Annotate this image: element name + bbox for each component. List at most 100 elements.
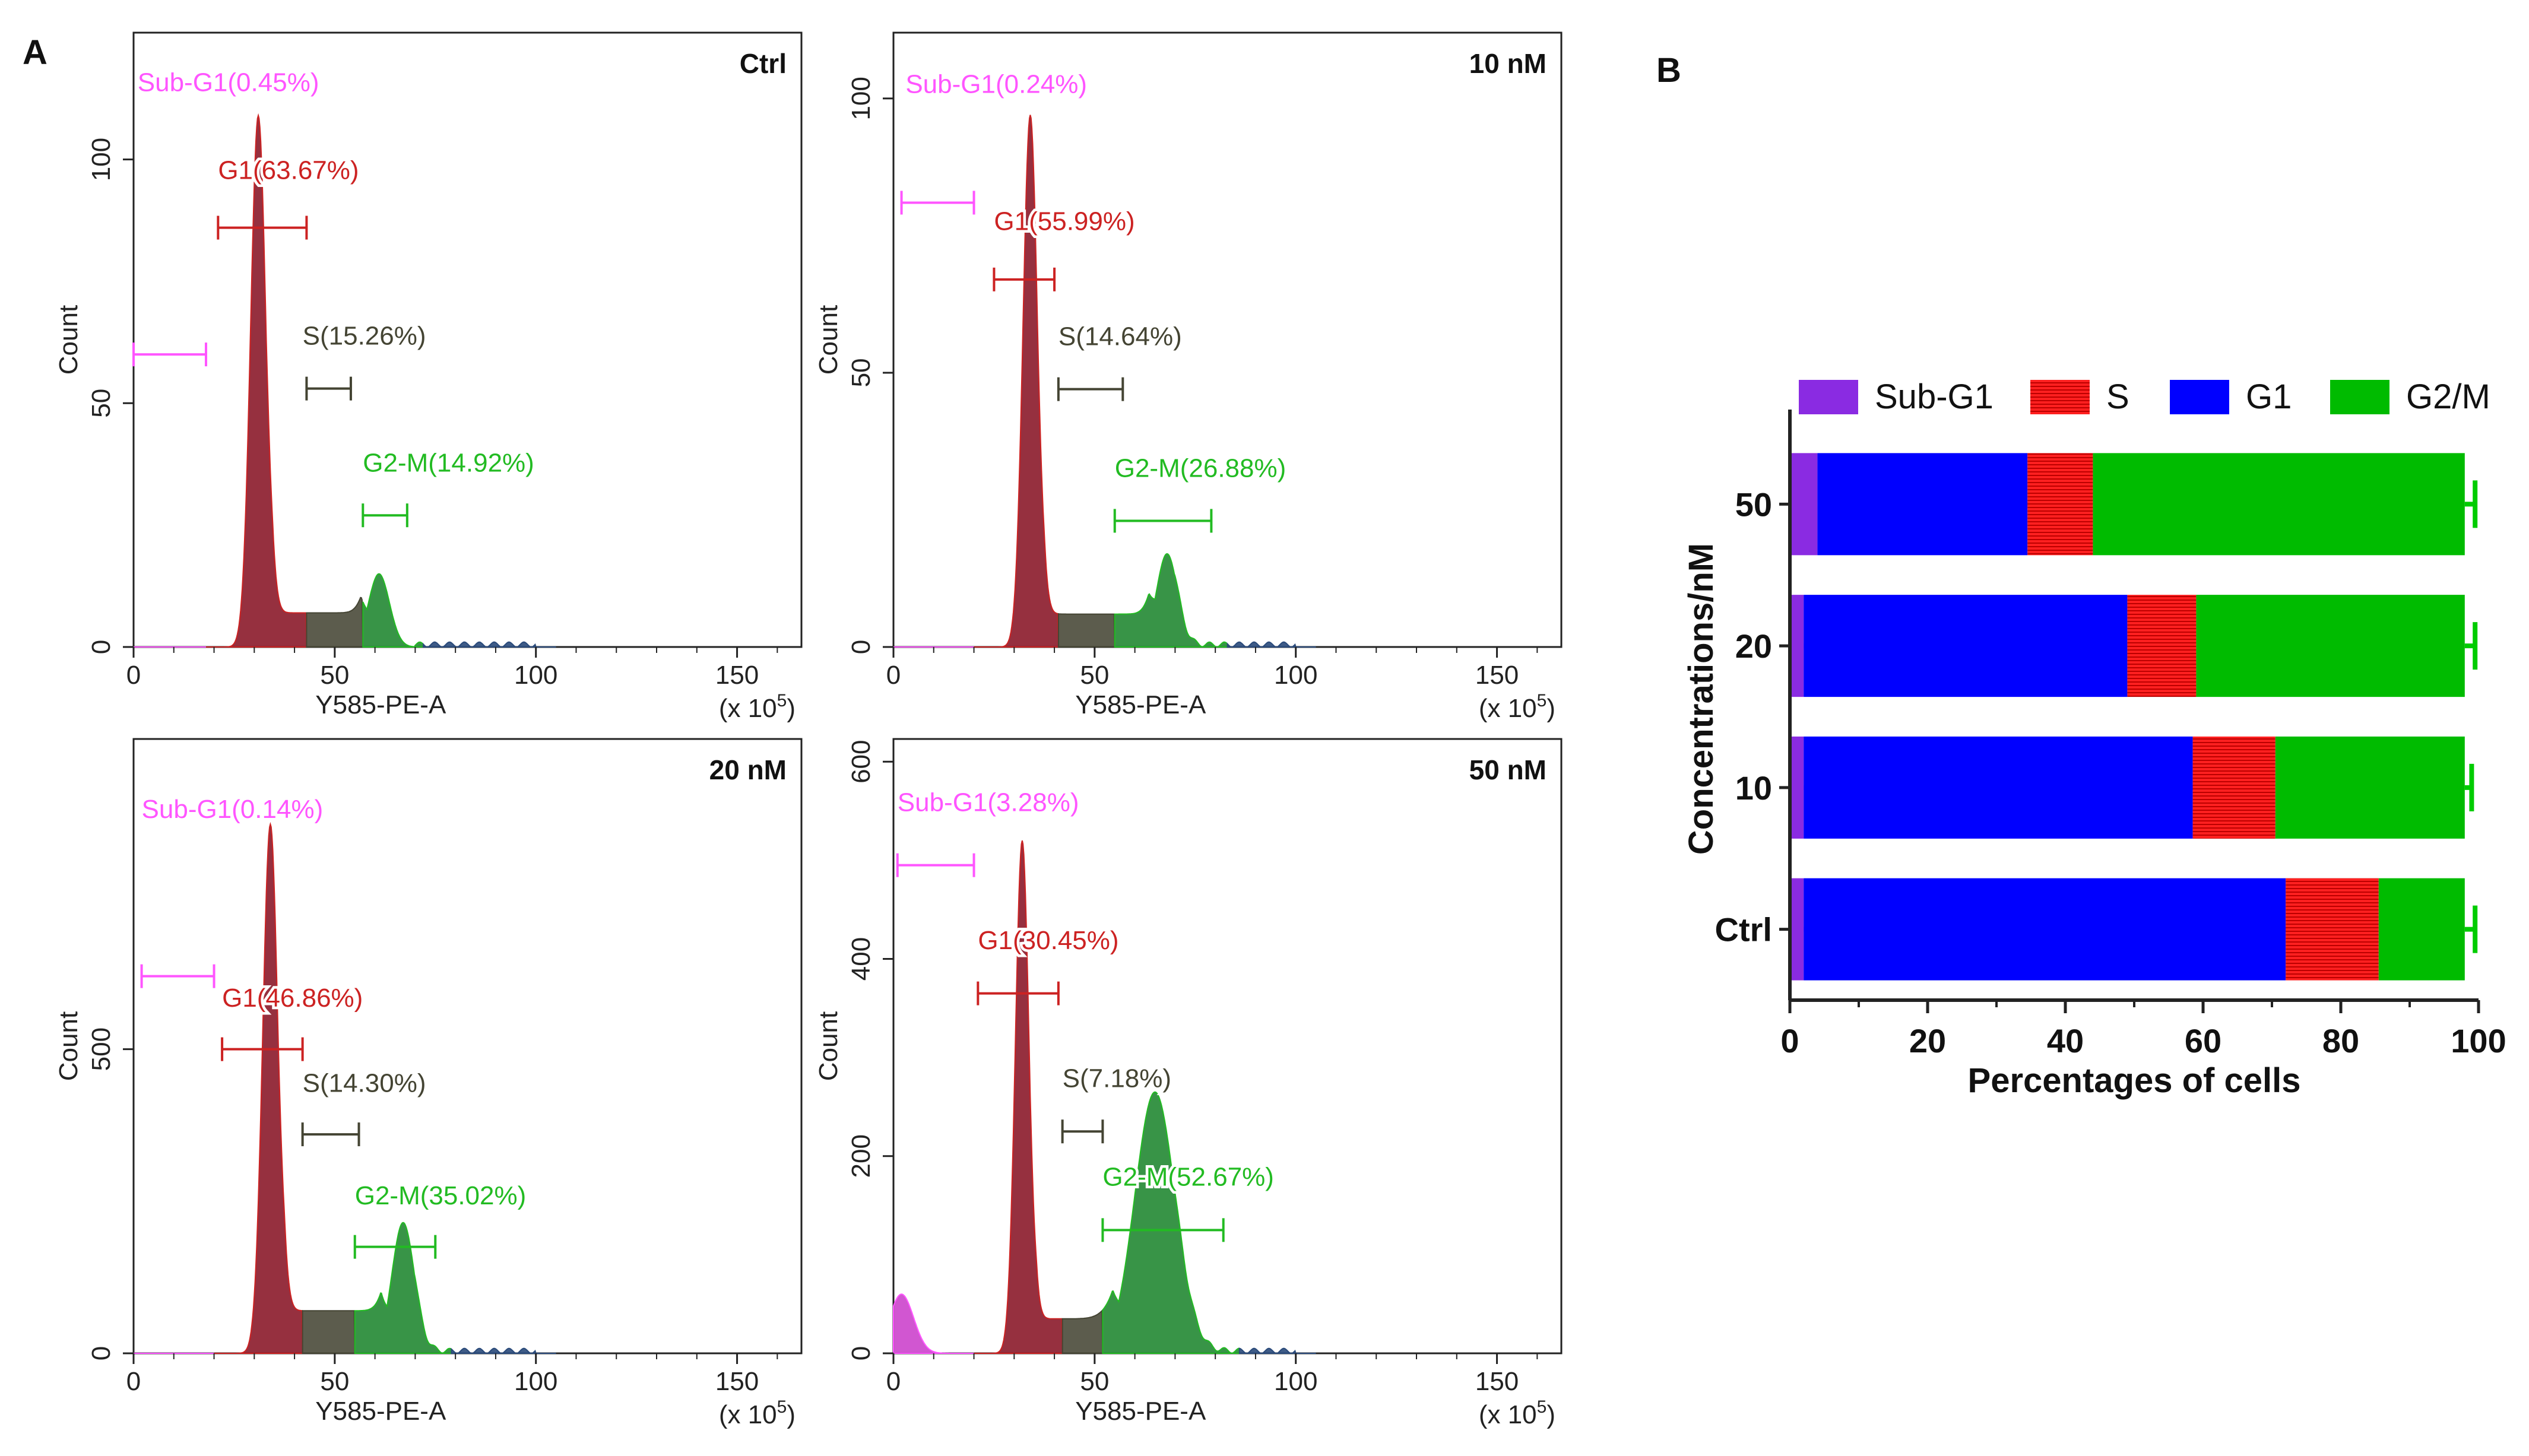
category-label: 10 [1735,769,1772,807]
x-tick-label: 0 [886,1367,901,1396]
bar-segment-g1 [1804,736,2193,839]
legend-label: G2/M [2406,378,2490,416]
bar-segment-sub-g1 [1790,878,1804,981]
y-tick-label: 0 [87,640,116,654]
bar-segment-s [2286,878,2379,981]
x-tick-label: 60 [2185,1022,2221,1060]
gate-label-s: S(7.18%) [1063,1064,1171,1093]
x-multiplier-close: ) [1546,694,1555,723]
x-tick-label: 100 [1274,661,1317,690]
x-multiplier-exponent: 5 [777,1397,787,1417]
plot-frame [132,31,803,648]
category-label: 20 [1735,627,1772,665]
histogram-area-s [1061,1309,1104,1354]
legend-swatch [2170,380,2229,414]
histogram-4: 0 50 100 150 0 200 400 600 Y585-PE-A (x 105) Count… [814,738,1563,1429]
bar-segment-g2m [2378,878,2465,981]
x-tick-label: 100 [514,1367,557,1396]
x-tick-label: 50 [320,1367,349,1396]
panel-title: 10 nM [1469,48,1546,79]
histogram-area-g1 [214,821,303,1354]
x-axis-label: Y585-PE-A [1075,1397,1206,1426]
gate-label-g2m: G2-M(52.67%) [1102,1163,1274,1192]
x-tick-label: 80 [2322,1022,2359,1060]
gate-label-s: S(14.30%) [303,1068,426,1097]
gate-label-g1: G1(30.45%) [978,926,1118,955]
y-tick-label: 0 [847,640,876,654]
y-tick-label: 50 [847,358,876,387]
bar-segment-s [2027,453,2093,556]
legend-label: Sub-G1 [1875,378,1994,416]
y-tick-label: 100 [847,77,876,120]
y-tick-label: 400 [847,937,876,981]
y-axis-label: Concentrations/nM [1682,543,1720,855]
panel-title: Ctrl [740,48,787,79]
gate-label-subg1: Sub-G1(0.45%) [138,68,319,97]
gate-label-g2m: G2-M(35.02%) [355,1181,527,1210]
bar-segment-s [2127,595,2197,697]
histogram-area-s [1057,613,1115,648]
histogram-area-s [302,1310,356,1354]
x-multiplier: (x 105) [719,1397,796,1429]
bar-segment-g1 [1804,595,2128,697]
y-axis-label: Count [814,305,843,375]
x-tick-label: 0 [126,661,141,690]
histogram-3: 0 50 100 150 0 500 Y585-PE-A (x 105) Count 20 nM S… [54,738,803,1429]
bar-segment-sub-g1 [1790,736,1804,839]
x-tick-label: 100 [2451,1022,2506,1060]
x-tick-label: 40 [2047,1022,2084,1060]
bar-segment-s [2192,736,2276,839]
bar-segment-g2m [2196,595,2465,697]
histogram-1: 0 50 100 150 0 50 100 Y585-PE-A (x 105) Count Ctrl… [54,31,803,723]
x-multiplier-exponent: 5 [1537,691,1547,710]
x-multiplier-exponent: 5 [1537,1397,1547,1417]
y-tick-label: 50 [87,389,116,418]
histogram-area-g1 [974,840,1063,1354]
gate-label-g1: G1(46.86%) [222,984,363,1013]
x-tick-label: 0 [886,661,901,690]
histogram-area-tail [1238,1347,1316,1355]
gate-label-g1: G1(55.99%) [994,207,1134,236]
plot-frame [892,31,1563,648]
legend-swatch [2030,380,2090,414]
x-multiplier-base: (x 10 [1479,1400,1537,1429]
x-axis-label: Y585-PE-A [1075,690,1206,719]
histogram-area-tail [1227,641,1316,648]
x-axis-label: Y585-PE-A [315,690,446,719]
x-multiplier: (x 105) [719,691,796,723]
category-label: 50 [1735,486,1772,523]
histogram-area-tail [422,641,556,648]
x-tick-label: 50 [1080,1367,1109,1396]
y-tick-label: 200 [847,1134,876,1178]
panel-b-stacked-bar-chart: Sub-G1 S G1 G2/M 50 20 10 Ctrl 0 20 40 60 80 100 Perce… [1682,378,2506,1100]
x-multiplier-exponent: 5 [777,691,787,710]
x-multiplier-close: ) [787,1400,796,1429]
bar-segment-g1 [1817,453,2028,556]
bar-segment-sub-g1 [1790,595,1804,697]
x-tick-label: 0 [1780,1022,1799,1060]
gate-label-g1: G1(63.67%) [218,156,359,185]
legend-label: G1 [2246,378,2292,416]
y-axis-label: Count [54,305,83,375]
x-tick-label: 150 [1475,661,1519,690]
x-axis-label: Percentages of cells [1968,1061,2301,1100]
y-tick-label: 0 [847,1346,876,1360]
panel-title: 50 nM [1469,754,1546,785]
histogram-area-subg1 [893,1293,974,1354]
x-tick-label: 150 [715,1367,759,1396]
bar-segment-g1 [1804,878,2286,981]
histogram-area-s [306,597,364,648]
legend-swatch [2330,380,2389,414]
x-axis-label: Y585-PE-A [315,1397,446,1426]
x-multiplier-close: ) [787,694,796,723]
x-multiplier-base: (x 10 [1479,694,1537,723]
histogram-area-tail [451,1347,556,1355]
x-multiplier: (x 105) [1479,691,1555,723]
x-multiplier: (x 105) [1479,1397,1555,1429]
x-tick-label: 20 [1909,1022,1946,1060]
histogram-area-g1 [205,113,308,648]
y-tick-label: 100 [87,138,116,181]
gate-label-subg1: Sub-G1(0.24%) [905,70,1087,99]
plot-frame [892,738,1563,1355]
